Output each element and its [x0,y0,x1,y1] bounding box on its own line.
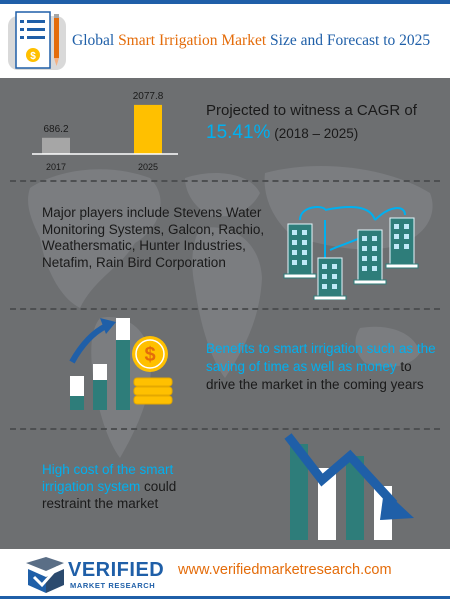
bar-2025 [134,104,162,154]
benefits-highlight: Benefits to smart irrigation such as the… [206,341,436,374]
restraint-rest: could restraint the market [42,479,177,511]
svg-text:$: $ [144,344,155,366]
decline-bars-arrow-icon [284,433,414,540]
major-players-text: Major players include Stevens Water Moni… [42,205,265,270]
bar-value-label-2025: 2077.8 [133,91,164,102]
market-size-bar-chart: 686.2 2017 2077.8 2025 [32,91,178,172]
cagr-value: 15.41% [206,122,271,143]
section-divider-3 [10,428,440,430]
section-divider-2 [10,308,440,310]
buildings-network-icon [283,206,419,300]
bar-2017 [42,137,70,154]
footer-bottom-border [0,596,450,599]
header: $ Global Smart Irrigation Market Size an… [0,0,450,78]
header-top-border [0,0,450,4]
growth-bars-coins-icon: $ [69,318,173,410]
benefits-text: Benefits to smart irrigation such as the… [206,340,442,394]
restraint-highlight: High cost of the smart irrigation system [42,462,174,494]
main-panel: 686.2 2017 2077.8 2025 Projected to witness… [0,78,450,549]
title-part-global: Global [72,32,115,49]
cagr-period: (2018 – 2025) [274,126,359,141]
title-part-market: Smart Irrigation Market [118,32,267,49]
category-label-2025: 2025 [138,162,158,172]
footer: VERIFIED MARKET RESEARCH www.verifiedmar… [0,549,450,599]
logo-subtitle: MARKET RESEARCH [70,581,156,590]
page-title: Global Smart Irrigation Market Size and … [72,32,448,50]
bar-value-label-2017: 686.2 [43,124,68,135]
cagr-line: 15.41% (2018 – 2025) [206,122,359,143]
document-dollar-icon: $ [8,11,66,70]
logo-wordmark: VERIFIED [68,559,165,581]
title-part-forecast: Size and Forecast to 2025 [270,32,431,49]
restraint-text: High cost of the smart irrigation system… [42,461,222,512]
verified-logo: VERIFIED MARKET RESEARCH [24,553,174,595]
verified-logo-icon [26,557,64,593]
section-divider-1 [10,180,440,182]
cagr-intro-text: Projected to witness a CAGR of [206,102,417,119]
category-label-2017: 2017 [46,162,66,172]
benefits-rest: to drive the market in the coming years [206,359,424,392]
svg-text:$: $ [30,51,36,62]
website-url: www.verifiedmarketresearch.com [178,562,392,578]
